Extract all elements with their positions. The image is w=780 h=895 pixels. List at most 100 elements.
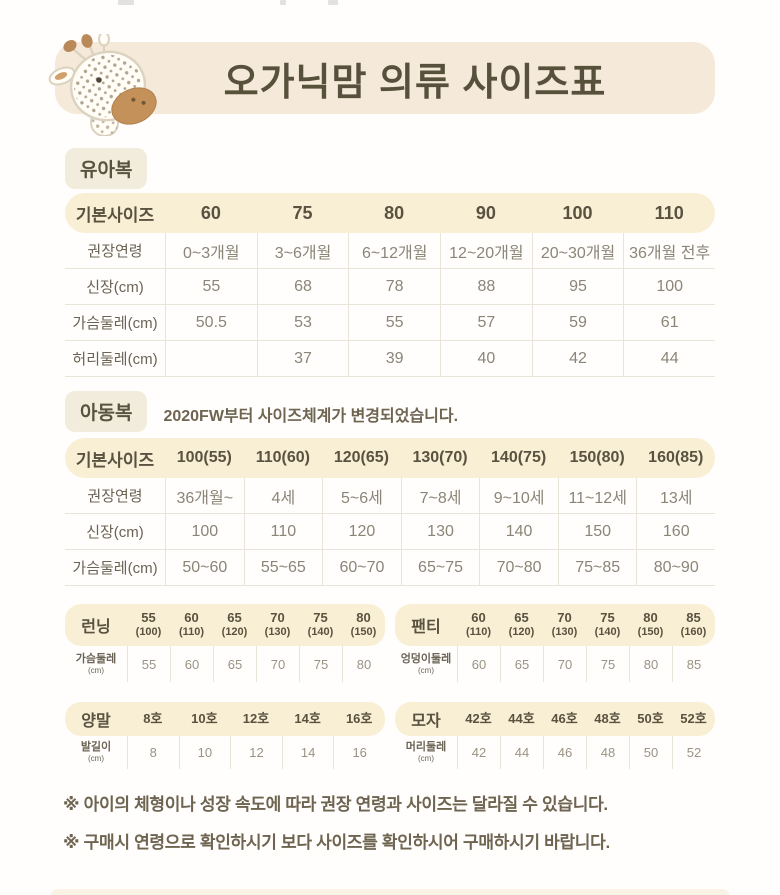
table-header-row: 기본사이즈 60 75 80 90 100 110 — [65, 193, 715, 233]
table-cell: 88 — [440, 269, 532, 304]
size-column-header: 110 — [654, 202, 684, 223]
child-size-table: 기본사이즈 100(55) 110(60) 120(65) 130(70) 14… — [65, 438, 715, 586]
size-column-header: 14호 — [294, 710, 321, 726]
footnotes: ※ 아이의 체형이나 성장 속도에 따라 권장 연령과 사이즈는 달라질 수 있… — [63, 790, 610, 866]
size-sub: (110) — [465, 626, 492, 639]
table-cell: 11~12세 — [557, 478, 637, 513]
table-cell: 55 — [348, 305, 440, 340]
table-cell: 75 — [586, 646, 629, 682]
size-main: 80 — [356, 610, 371, 626]
size-column-header: 65 (120) — [500, 610, 543, 639]
size-column-header: 75 (140) — [586, 610, 629, 639]
row-label: 가슴둘레(cm) — [72, 560, 158, 577]
table-cell: 100 — [623, 269, 715, 304]
table-title: 팬티 — [411, 619, 441, 636]
row-label-text: 엉덩이둘레 — [400, 652, 452, 665]
table-cell: 140 — [479, 514, 558, 549]
table-cell: 3~6개월 — [256, 233, 349, 268]
cropped-text-remnant — [280, 0, 286, 5]
size-column-header: 52호 — [680, 710, 707, 726]
table-cell: 40 — [440, 341, 532, 376]
row-label: 머리둘레 (cm) — [395, 736, 457, 769]
socks-table: 양말 8호 10호 12호 14호 16호 발길이 (cm) 8 10 12 14… — [65, 702, 385, 769]
table-cell: 160 — [636, 514, 715, 549]
row-label-unit: (cm) — [418, 665, 434, 675]
size-column-header: 75 (140) — [299, 610, 342, 639]
section-child-header: 아동복 2020FW부터 사이즈체계가 변경되었습니다. — [65, 391, 458, 432]
table-row: 허리둘레(cm) 37 39 40 42 44 — [65, 341, 715, 377]
row-label: 엉덩이둘레 (cm) — [395, 646, 457, 682]
table-header-row: 모자 42호 44호 46호 48호 50호 52호 — [395, 702, 715, 736]
page-title: 오가닉맘 의류 사이즈표 — [223, 61, 607, 104]
table-row: 머리둘레 (cm) 42 44 46 48 50 52 — [395, 736, 715, 769]
size-column-header: 44호 — [508, 710, 535, 726]
table-cell: 13세 — [636, 478, 715, 513]
size-column-header: 55 (100) — [127, 610, 170, 639]
size-column-header: 80 — [384, 202, 405, 223]
table-cell: 55 — [127, 646, 170, 682]
table-cell: 70 — [256, 646, 299, 682]
table-title: 모자 — [411, 713, 441, 730]
row-label: 권장연령 — [87, 488, 143, 505]
table-cell: 44 — [623, 341, 715, 376]
size-column-header: 42호 — [465, 710, 492, 726]
size-column-header: 70 (130) — [543, 610, 586, 639]
size-main: 60 — [471, 610, 486, 626]
size-column-header: 90 — [475, 202, 496, 223]
table-row: 권장연령 36개월~ 4세 5~6세 7~8세 9~10세 11~12세 13세 — [65, 478, 715, 514]
table-cell — [165, 341, 257, 376]
table-cell: 50 — [629, 736, 672, 769]
size-column-header: 50호 — [637, 710, 664, 726]
table-cell: 70 — [543, 646, 586, 682]
hat-table: 모자 42호 44호 46호 48호 50호 52호 머리둘레 (cm) 42 4… — [395, 702, 715, 769]
page-header: 오가닉맘 의류 사이즈표 — [55, 42, 715, 114]
row-label: 가슴둘레(cm) — [72, 315, 158, 332]
table-header-row: 양말 8호 10호 12호 14호 16호 — [65, 702, 385, 736]
table-cell: 46 — [543, 736, 586, 769]
table-title: 양말 — [81, 713, 111, 730]
table-cell: 80~90 — [636, 550, 715, 585]
size-column-header: 100(55) — [176, 449, 232, 466]
size-column-header: 16호 — [345, 710, 373, 726]
table-cell: 85 — [672, 646, 715, 682]
size-column-header: 75 — [292, 202, 313, 223]
table-cell: 44 — [500, 736, 543, 769]
size-column-header: 65 (120) — [213, 610, 256, 639]
table-cell: 65~75 — [400, 550, 480, 585]
cropped-text-remnant — [328, 0, 338, 5]
size-column-header: 80 (150) — [629, 610, 672, 639]
size-sub: (130) — [551, 626, 578, 639]
section-infant-header: 유아복 — [65, 148, 148, 189]
size-sub: (130) — [264, 626, 291, 639]
size-main: 65 — [514, 610, 529, 626]
table-cell: 95 — [531, 269, 624, 304]
table-cell: 78 — [348, 269, 440, 304]
table-header-row: 기본사이즈 100(55) 110(60) 120(65) 130(70) 14… — [65, 438, 715, 478]
table-row: 발길이 (cm) 8 10 12 14 16 — [65, 736, 385, 769]
table-cell: 53 — [256, 305, 349, 340]
size-column-header: 120(65) — [333, 449, 390, 466]
table-cell: 6~12개월 — [348, 233, 440, 268]
row-label: 가슴둘레(cm) — [65, 646, 127, 682]
table-cell: 39 — [348, 341, 440, 376]
table-row: 권장연령 0~3개월 3~6개월 6~12개월 12~20개월 20~30개월 … — [65, 233, 715, 269]
table-row: 가슴둘레(cm) 50~60 55~65 60~70 65~75 70~80 7… — [65, 550, 715, 586]
table-cell: 7~8세 — [400, 478, 480, 513]
size-main: 75 — [600, 610, 615, 626]
table-row: 신장(cm) 55 68 78 88 95 100 — [65, 269, 715, 305]
table-cell: 12 — [230, 736, 282, 769]
size-column-header: 100 — [562, 202, 593, 223]
table-cell: 68 — [256, 269, 349, 304]
row-label: 신장(cm) — [86, 524, 144, 541]
cropped-text-remnant — [118, 0, 134, 5]
table-cell: 110 — [243, 514, 323, 549]
size-sub: (140) — [307, 626, 334, 639]
panty-table: 팬티 60 (110) 65 (120) 70 (130) 75 (140) 80 (15… — [395, 604, 715, 682]
table-cell: 14 — [281, 736, 334, 769]
table-cell: 59 — [531, 305, 624, 340]
size-main: 85 — [686, 610, 701, 626]
row-label-unit: (cm) — [418, 754, 434, 764]
table-title: 런닝 — [81, 619, 111, 636]
infant-size-table: 기본사이즈 60 75 80 90 100 110 권장연령 0~3개월 3~6… — [65, 193, 715, 377]
